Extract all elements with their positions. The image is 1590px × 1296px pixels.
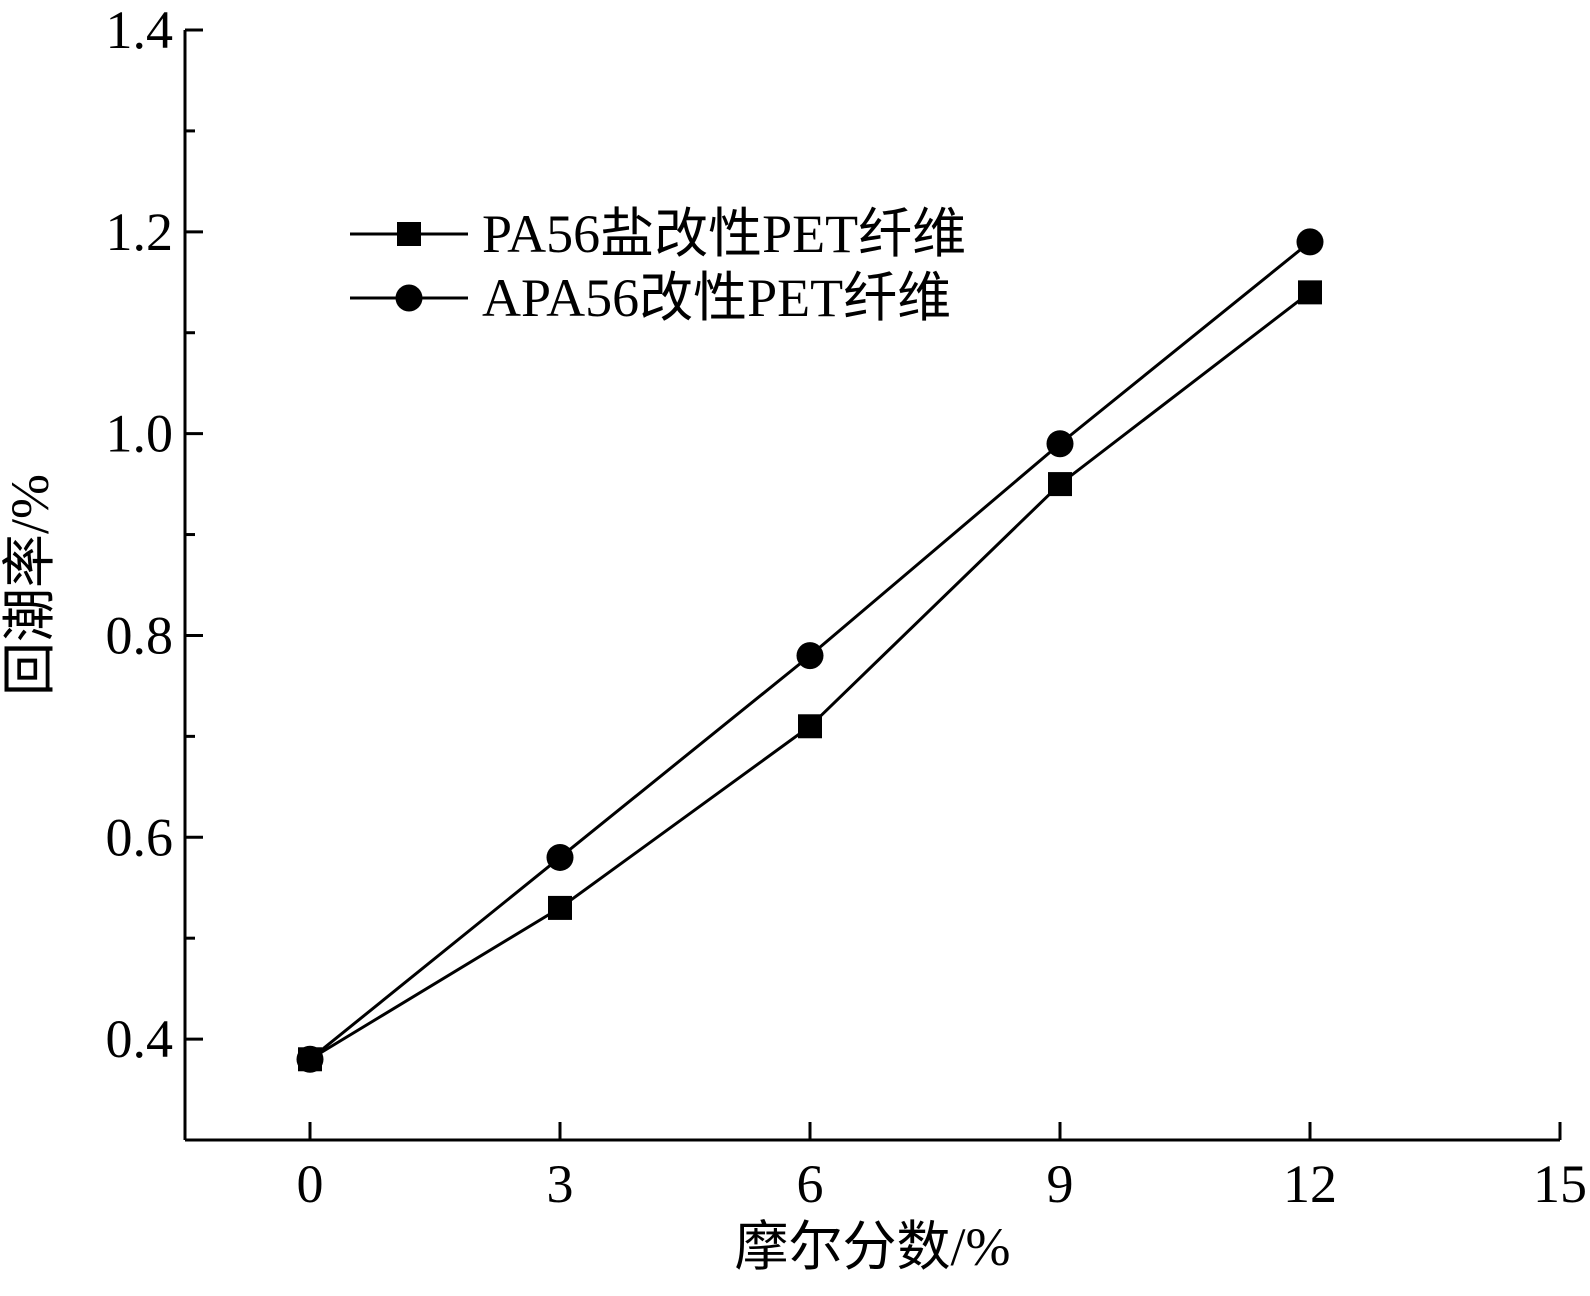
y-tick-label: 1.4: [106, 0, 174, 60]
y-tick-label: 0.4: [106, 1009, 174, 1069]
data-point-circle: [1046, 430, 1074, 458]
data-point-square: [1048, 472, 1072, 497]
series-layer: [296, 228, 1324, 1073]
data-point-circle: [796, 642, 824, 670]
data-point-square: [798, 714, 822, 739]
y-axis-ticks: 0.4 0.6 0.8 1.0 1.2 1.4: [106, 0, 203, 1142]
legend-entry: APA56改性PET纤维: [350, 268, 951, 328]
series-line: [309, 291, 1311, 1061]
data-point-circle: [296, 1045, 324, 1073]
x-tick-label: 9: [1047, 1154, 1074, 1214]
x-tick-label: 3: [547, 1154, 574, 1214]
y-tick-label: 0.8: [106, 605, 174, 665]
data-point-square: [1298, 280, 1322, 305]
legend-marker-square: [397, 222, 421, 246]
x-tick-label: 15: [1533, 1154, 1587, 1214]
series-2: [296, 228, 1324, 1073]
y-tick-label: 0.6: [106, 807, 174, 867]
legend-entry: PA56盐改性PET纤维: [350, 204, 966, 264]
y-tick-label: 1.0: [106, 404, 174, 464]
legend-label: PA56盐改性PET纤维: [482, 204, 966, 264]
x-tick-label: 6: [797, 1154, 824, 1214]
x-tick-label: 0: [297, 1154, 324, 1214]
data-point-circle: [1296, 228, 1324, 256]
data-point-square: [548, 895, 572, 920]
y-axis-title: 回潮率/%: [0, 474, 60, 696]
x-axis-ticks: 0 3 6 9 12 15: [297, 1122, 1587, 1214]
data-point-circle: [546, 843, 574, 871]
legend-label: APA56改性PET纤维: [482, 268, 951, 328]
series-1: [298, 280, 1322, 1072]
axes: [183, 30, 1560, 1142]
y-tick-label: 1.2: [106, 202, 174, 262]
legend-marker-circle: [395, 284, 423, 312]
x-tick-label: 12: [1283, 1154, 1337, 1214]
x-axis-title: 摩尔分数/%: [735, 1217, 1011, 1277]
